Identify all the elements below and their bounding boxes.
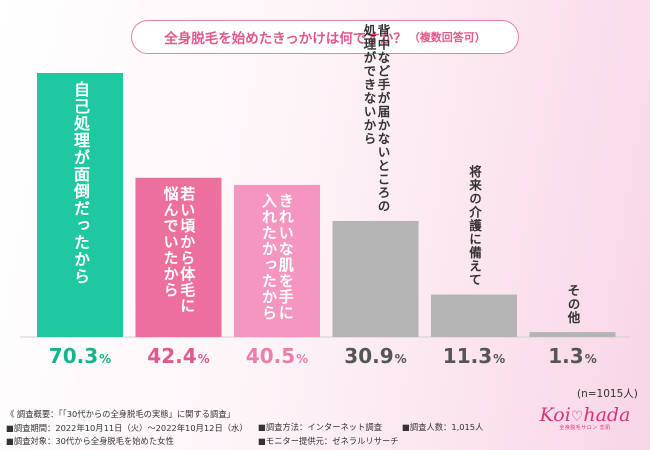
chart-title-main: 全身脱毛を始めたきっかけは何ですか？ <box>164 31 407 47</box>
logo-tagline: 全身脱毛サロン 恋肌 <box>559 425 611 431</box>
survey-method-block: ■調査方法：インターネット調査 ■モニター提供元：ゼネラルリサーチ <box>258 421 399 448</box>
survey-provider: ■モニター提供元：ゼネラルリサーチ <box>258 435 399 446</box>
bar-3 <box>234 184 320 337</box>
survey-target: ■調査対象：30代から全身脱毛を始めた女性 <box>6 436 174 446</box>
logo-text-left: Koi <box>539 404 571 426</box>
bar-label-2: 若い頃から体毛に 悩んでいたから <box>161 185 197 314</box>
bar-2 <box>135 177 222 337</box>
survey-overview-title: 《 調査概要：「「30代からの全身脱毛の実態」に関する調査」 <box>6 409 235 419</box>
chart-title-sub: （複数回答可） <box>408 31 486 44</box>
chart-title: 全身脱毛を始めたきっかけは何ですか？ （複数回答可） <box>131 20 519 54</box>
logo-text-right: hada <box>583 404 631 426</box>
survey-method: ■調査方法：インターネット調査 <box>258 422 382 432</box>
value-label-4: 30.9% <box>328 344 424 368</box>
value-number: 42.4 <box>147 344 197 368</box>
value-unit: % <box>99 352 112 366</box>
bar-label-1: 自己処理が面倒だったから <box>70 81 90 285</box>
bar-1 <box>37 73 123 337</box>
value-unit: % <box>584 352 597 366</box>
bar-4 <box>332 220 419 337</box>
value-number: 11.3 <box>442 344 493 368</box>
value-unit: % <box>296 352 309 366</box>
value-number: 1.3 <box>548 344 584 368</box>
value-label-2: 42.4% <box>131 344 227 368</box>
value-label-1: 70.3% <box>32 344 128 368</box>
value-label-3: 40.5% <box>229 344 325 368</box>
value-number: 40.5 <box>245 344 296 368</box>
survey-overview: 《 調査概要：「「30代からの全身脱毛の実態」に関する調査」 ■調査期間：202… <box>6 408 248 449</box>
bar-label-6: その他 <box>565 283 581 325</box>
survey-period: ■調査期間：2022年10月11日（火）～2022年10月12日（水） <box>6 422 248 433</box>
value-unit: % <box>394 352 407 366</box>
bar-label-5: 将来の介護に備えて <box>467 165 482 287</box>
heart-icon: ♡ <box>570 409 584 425</box>
value-unit: % <box>493 352 506 366</box>
koihada-logo: Koi♡hada 全身脱毛サロン 恋肌 <box>531 404 639 444</box>
bar-5 <box>431 294 517 337</box>
value-number: 30.9 <box>344 344 394 368</box>
bar-chart <box>20 73 630 338</box>
value-number: 70.3 <box>48 344 99 368</box>
value-unit: % <box>197 352 210 366</box>
value-label-6: 1.3% <box>525 344 621 368</box>
bar-label-3: きれいな肌を手に 入れたかったから <box>259 192 295 321</box>
bar-label-4: 背中など手が届かないところの 処理ができないから <box>361 23 391 213</box>
sample-size-note: (n=1015人) <box>577 388 638 400</box>
value-label-5: 11.3% <box>426 344 522 368</box>
bar-6 <box>529 332 616 337</box>
survey-count: ■調査人数：1,015人 <box>402 422 484 432</box>
